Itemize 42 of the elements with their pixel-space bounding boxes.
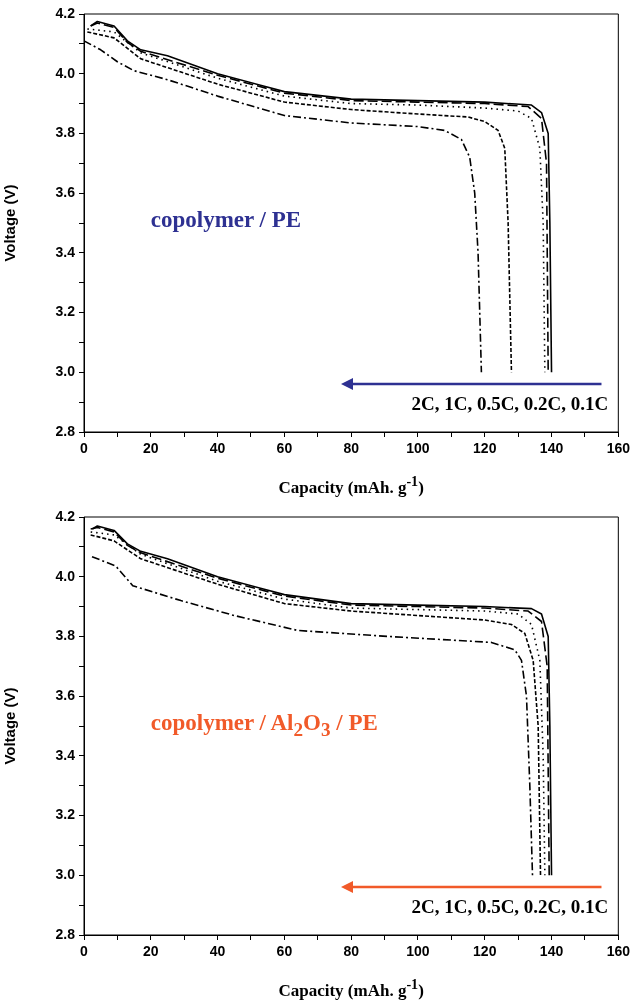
y-tick-label: 3.8: [55, 627, 76, 644]
x-tick-label: 120: [473, 943, 497, 960]
y-tick-label: 4.2: [55, 4, 76, 21]
x-tick-label: 40: [209, 943, 226, 960]
y-tick-label: 4.0: [55, 567, 76, 584]
x-tick-label: 140: [539, 943, 564, 960]
x-tick-label: 0: [80, 440, 89, 457]
y-tick-label: 4.0: [55, 64, 76, 81]
x-tick-label: 140: [539, 440, 564, 457]
annotation: 2C, 1C, 0.5C, 0.2C, 0.1C: [411, 393, 609, 416]
y-tick-label: 3.0: [55, 363, 76, 380]
y-tick-label: 3.4: [55, 746, 76, 763]
x-tick-label: 160: [606, 943, 631, 960]
x-tick-label: 0: [80, 943, 89, 960]
y-tick-label: 3.2: [55, 303, 76, 320]
y-axis-title: Voltage (V): [1, 184, 19, 262]
x-axis-title: Capacity (mAh. g$^{-1}$): [277, 473, 425, 498]
y-tick-label: 3.6: [55, 687, 76, 703]
x-tick-label: 40: [209, 440, 226, 457]
x-tick-label: 120: [473, 440, 497, 457]
x-tick-label: 100: [406, 943, 430, 960]
y-axis-title: Voltage (V): [1, 687, 19, 765]
y-tick-label: 2.8: [55, 925, 76, 942]
y-tick-label: 3.4: [55, 243, 76, 260]
x-tick-label: 60: [276, 440, 293, 457]
y-tick-label: 4.2: [55, 507, 76, 524]
y-tick-label: 3.8: [55, 124, 76, 141]
x-tick-label: 80: [343, 440, 360, 457]
x-tick-label: 80: [343, 943, 360, 960]
annotation: 2C, 1C, 0.5C, 0.2C, 0.1C: [411, 896, 609, 919]
y-tick-label: 3.6: [55, 184, 76, 200]
x-tick-label: 100: [406, 440, 430, 457]
x-axis-title: Capacity (mAh. g$^{-1}$): [277, 976, 425, 1001]
y-tick-label: 3.0: [55, 866, 76, 883]
annotation: copolymer / Al$_{2}$O$_{3}$ / PE: [150, 710, 378, 741]
x-tick-label: 20: [143, 943, 159, 960]
x-tick-label: 60: [276, 943, 293, 960]
y-tick-label: 3.2: [55, 806, 76, 823]
x-tick-label: 160: [606, 440, 631, 457]
annotation: copolymer / PE: [150, 207, 302, 233]
y-tick-label: 2.8: [55, 422, 76, 439]
x-tick-label: 20: [143, 440, 159, 457]
